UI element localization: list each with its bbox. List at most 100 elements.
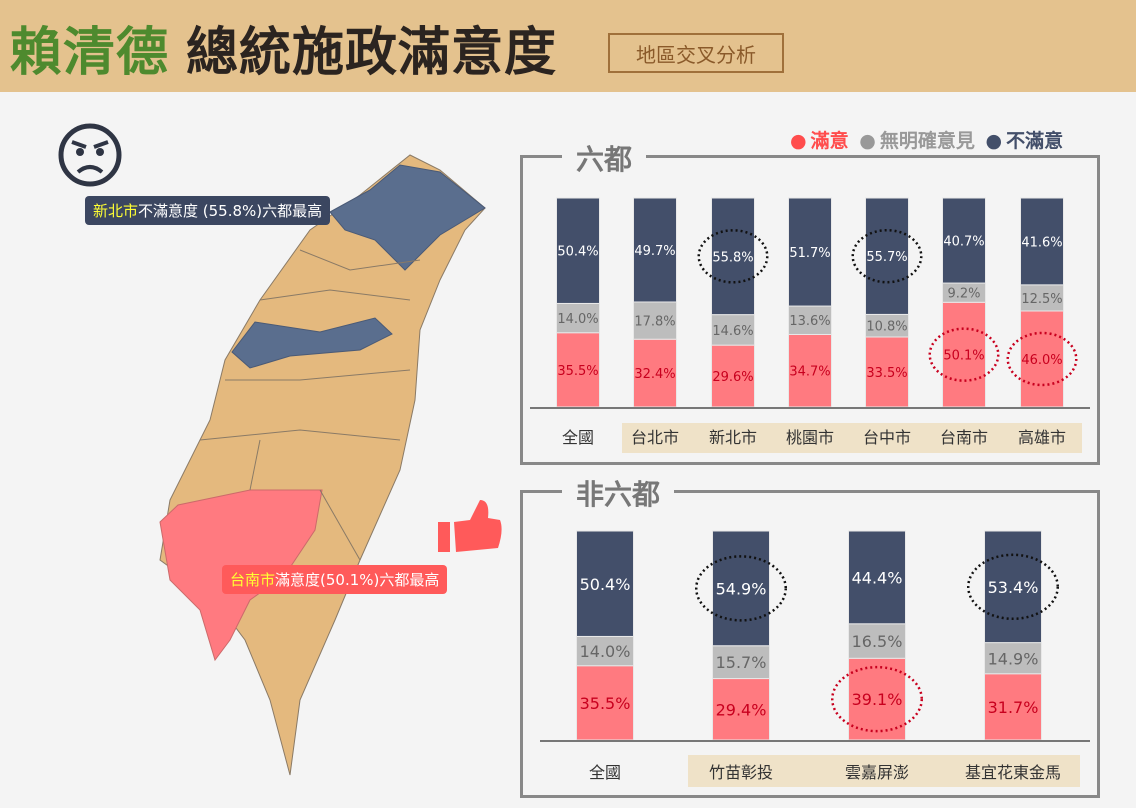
highlight-circle [1006, 331, 1078, 387]
bar-segment [1020, 197, 1064, 286]
category-label: 新北市 [709, 428, 757, 447]
category-band [622, 423, 1082, 453]
data-label: 50.1% [943, 349, 984, 364]
map-county-borders [199, 249, 421, 561]
data-label: 35.5% [557, 364, 598, 379]
bar-segment [576, 665, 634, 741]
data-label: 32.4% [634, 367, 675, 382]
data-label: 44.4% [852, 568, 903, 587]
map-new-taipei [329, 164, 486, 271]
data-label: 16.5% [852, 632, 903, 651]
callout-text: 滿意度(50.1%)六都最高 [275, 571, 440, 589]
bar-segment [711, 344, 755, 408]
angry-face-icon [58, 123, 122, 187]
bar-segment [848, 623, 906, 659]
category-label: 高雄市 [1018, 428, 1066, 447]
data-label: 35.5% [580, 694, 631, 713]
bar-segment [942, 197, 986, 284]
data-label: 31.7% [988, 698, 1039, 717]
data-label: 17.8% [634, 315, 675, 330]
data-label: 50.4% [557, 245, 598, 260]
category-label: 全國 [589, 763, 621, 782]
bar-segment [788, 197, 832, 307]
data-label: 50.4% [580, 575, 631, 594]
callout-highlight: 台南市 [230, 571, 276, 589]
legend: ● 滿意 ● 無明確意見 ● 不滿意 [790, 130, 1064, 152]
category-label: 台北市 [631, 428, 679, 447]
callout-tainan: 台南市滿意度(50.1%)六都最高 [222, 565, 448, 594]
legend-satisfied: 滿意 [810, 130, 849, 152]
data-label: 29.6% [712, 370, 753, 385]
bar-segment [556, 332, 600, 408]
category-band [688, 755, 1080, 787]
bar-segment [865, 197, 909, 315]
highlight-circle [831, 665, 923, 733]
data-label: 40.7% [943, 234, 984, 249]
callout-highlight: 新北市 [93, 202, 139, 220]
data-label: 49.7% [634, 244, 675, 259]
data-label: 29.4% [716, 700, 767, 719]
header-banner: 賴清德 總統施政滿意度 地區交叉分析 [0, 0, 1136, 92]
category-label: 全國 [562, 428, 594, 447]
highlight-circle [851, 228, 923, 284]
callout-new-taipei: 新北市不滿意度 (55.8%)六都最高 [85, 196, 331, 225]
data-label: 53.4% [988, 578, 1039, 597]
data-label: 10.8% [866, 320, 907, 335]
data-label: 9.2% [947, 287, 980, 302]
category-label: 雲嘉屏澎 [845, 763, 909, 782]
subtitle-badge: 地區交叉分析 [608, 33, 784, 73]
highlight-circle [695, 555, 787, 622]
data-label: 33.5% [866, 366, 907, 381]
data-label: 14.6% [712, 324, 753, 339]
legend-no-opinion: 無明確意見 [879, 130, 975, 152]
data-label: 15.7% [716, 653, 767, 672]
data-label: 46.0% [1021, 353, 1062, 368]
title-main: 總統施政滿意度 [186, 23, 558, 83]
bar-segment [633, 338, 677, 408]
bar-segment [984, 530, 1042, 644]
legend-dissatisfied: 不滿意 [1006, 130, 1064, 152]
title-name: 賴清德 [10, 23, 170, 83]
six-cities-panel [520, 155, 1100, 465]
bar-segment [788, 305, 832, 335]
bar-segment [576, 530, 634, 637]
bar-segment [633, 301, 677, 340]
category-label: 桃園市 [786, 428, 834, 447]
data-label: 55.7% [866, 250, 907, 265]
bar-segment [712, 530, 770, 647]
category-label: 台南市 [940, 428, 988, 447]
bar-segment [848, 657, 906, 741]
bar-segment [556, 197, 600, 304]
category-label: 竹苗彰投 [709, 763, 773, 782]
map-taiwan-base [159, 154, 486, 776]
non-six-cities-panel [520, 490, 1100, 798]
data-label: 13.6% [789, 314, 830, 329]
highlight-circle [928, 327, 1000, 382]
data-label: 51.7% [789, 246, 830, 261]
six-cities-title: 六都 [562, 138, 647, 178]
data-label: 34.7% [789, 365, 830, 380]
data-label: 14.9% [988, 649, 1039, 668]
non-six-cities-title: 非六都 [562, 473, 675, 513]
bar-segment [1020, 284, 1064, 312]
highlight-circle [697, 229, 769, 284]
category-label: 台中市 [863, 428, 911, 447]
category-label: 基宜花東金馬 [965, 763, 1061, 782]
bar-segment [576, 635, 634, 667]
thumbs-up-icon [438, 500, 502, 552]
data-label: 12.5% [1021, 292, 1062, 307]
bar-segment [788, 333, 832, 408]
bar-segment [711, 197, 755, 316]
bar-segment [984, 642, 1042, 675]
data-label: 55.8% [712, 250, 753, 265]
highlight-circle [967, 553, 1059, 621]
data-label: 14.0% [580, 642, 631, 661]
data-label: 41.6% [1021, 235, 1062, 250]
data-label: 54.9% [716, 579, 767, 598]
bar-segment [1020, 310, 1064, 408]
data-label: 39.1% [852, 690, 903, 709]
bar-segment [633, 197, 677, 303]
data-label: 14.0% [557, 312, 598, 327]
callout-text: 不滿意度 (55.8%)六都最高 [138, 202, 323, 220]
